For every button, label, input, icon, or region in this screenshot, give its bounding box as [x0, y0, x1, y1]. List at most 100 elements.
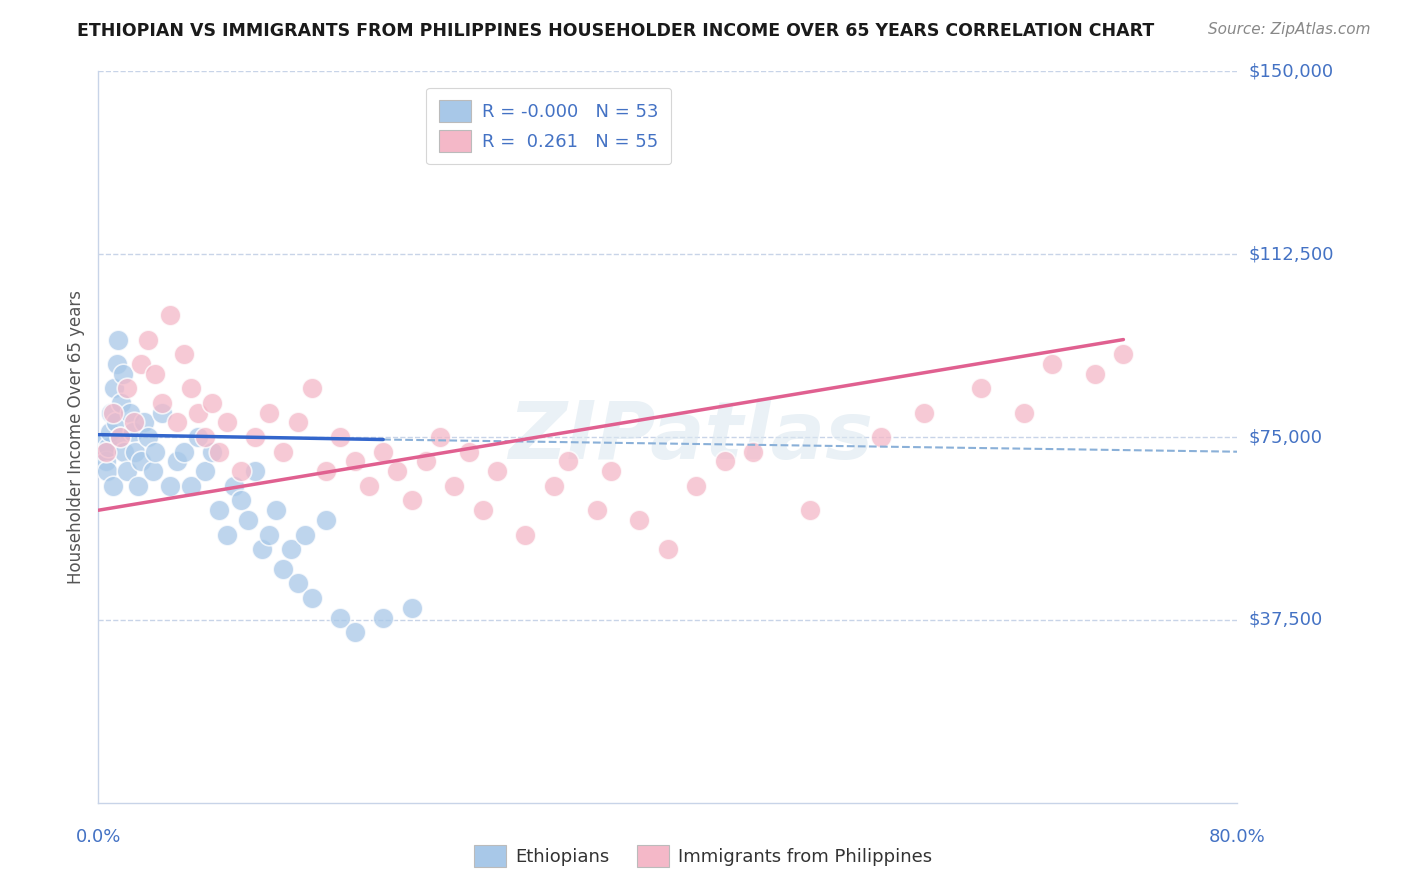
Point	[129, 357, 152, 371]
Text: $37,500: $37,500	[1249, 611, 1323, 629]
Point	[187, 430, 209, 444]
Point	[294, 527, 316, 541]
Point	[301, 591, 323, 605]
Point	[173, 444, 195, 458]
Point	[315, 513, 337, 527]
Point	[315, 464, 337, 478]
Point	[152, 406, 174, 420]
Text: ZIPatlas: ZIPatlas	[508, 398, 873, 476]
Point	[112, 444, 135, 458]
Point	[259, 406, 281, 420]
Point	[93, 444, 115, 458]
Point	[912, 406, 935, 420]
Point	[600, 464, 623, 478]
Text: 80.0%: 80.0%	[1209, 828, 1265, 846]
Point	[471, 503, 494, 517]
Point	[243, 464, 266, 478]
Point	[159, 479, 181, 493]
Point	[166, 454, 188, 468]
Point	[110, 396, 132, 410]
Point	[401, 600, 423, 615]
Point	[105, 357, 128, 371]
Point	[173, 347, 195, 361]
Point	[97, 440, 120, 454]
Point	[1112, 347, 1135, 361]
Point	[129, 454, 152, 468]
Point	[1012, 406, 1035, 420]
Point	[543, 479, 565, 493]
Point	[101, 479, 124, 493]
Point	[685, 479, 707, 493]
Text: $150,000: $150,000	[1249, 62, 1333, 80]
Point	[96, 464, 118, 478]
Text: Source: ZipAtlas.com: Source: ZipAtlas.com	[1208, 22, 1371, 37]
Point	[250, 542, 273, 557]
Point	[273, 444, 295, 458]
Point	[180, 381, 202, 395]
Point	[194, 464, 217, 478]
Point	[104, 416, 127, 430]
Point	[136, 430, 159, 444]
Point	[145, 444, 167, 458]
Point	[94, 454, 117, 468]
Legend: R = -0.000   N = 53, R =  0.261   N = 55: R = -0.000 N = 53, R = 0.261 N = 55	[426, 87, 672, 164]
Point	[115, 464, 138, 478]
Point	[557, 454, 579, 468]
Point	[457, 444, 479, 458]
Point	[122, 416, 145, 430]
Legend: Ethiopians, Immigrants from Philippines: Ethiopians, Immigrants from Philippines	[467, 838, 939, 874]
Point	[343, 454, 366, 468]
Point	[287, 416, 309, 430]
Point	[585, 503, 607, 517]
Point	[124, 444, 146, 458]
Point	[194, 430, 217, 444]
Point	[208, 503, 231, 517]
Point	[714, 454, 737, 468]
Point	[329, 430, 352, 444]
Text: $112,500: $112,500	[1249, 245, 1334, 263]
Point	[118, 406, 141, 420]
Point	[111, 367, 134, 381]
Point	[121, 425, 143, 440]
Point	[970, 381, 993, 395]
Text: $75,000: $75,000	[1249, 428, 1323, 446]
Point	[101, 406, 124, 420]
Point	[215, 527, 238, 541]
Point	[287, 576, 309, 591]
Point	[94, 444, 117, 458]
Point	[222, 479, 245, 493]
Point	[180, 479, 202, 493]
Point	[215, 416, 238, 430]
Point	[115, 381, 138, 395]
Point	[108, 430, 131, 444]
Point	[415, 454, 437, 468]
Point	[229, 493, 252, 508]
Point	[91, 434, 114, 449]
Point	[259, 527, 281, 541]
Point	[486, 464, 509, 478]
Point	[301, 381, 323, 395]
Point	[515, 527, 537, 541]
Point	[141, 464, 163, 478]
Point	[166, 416, 188, 430]
Y-axis label: Householder Income Over 65 years: Householder Income Over 65 years	[66, 290, 84, 584]
Point	[145, 367, 167, 381]
Point	[100, 406, 122, 420]
Point	[870, 430, 893, 444]
Point	[329, 610, 352, 624]
Point	[266, 503, 288, 517]
Point	[208, 444, 231, 458]
Point	[136, 333, 159, 347]
Point	[236, 513, 259, 527]
Point	[201, 396, 224, 410]
Point	[401, 493, 423, 508]
Point	[371, 610, 394, 624]
Point	[799, 503, 821, 517]
Text: ETHIOPIAN VS IMMIGRANTS FROM PHILIPPINES HOUSEHOLDER INCOME OVER 65 YEARS CORREL: ETHIOPIAN VS IMMIGRANTS FROM PHILIPPINES…	[77, 22, 1154, 40]
Text: 0.0%: 0.0%	[76, 828, 121, 846]
Point	[443, 479, 465, 493]
Point	[273, 562, 295, 576]
Point	[387, 464, 409, 478]
Point	[98, 425, 121, 440]
Point	[371, 444, 394, 458]
